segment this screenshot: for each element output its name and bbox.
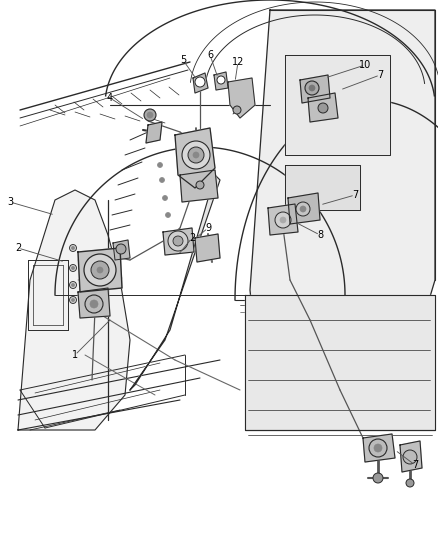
Polygon shape [245, 295, 435, 430]
Circle shape [144, 109, 156, 121]
Circle shape [217, 76, 225, 84]
Polygon shape [268, 204, 298, 235]
Polygon shape [228, 78, 255, 118]
Text: 7: 7 [377, 70, 383, 80]
Text: 7: 7 [412, 460, 418, 470]
Circle shape [84, 254, 116, 286]
Circle shape [406, 479, 414, 487]
Circle shape [159, 177, 165, 182]
Circle shape [280, 217, 286, 223]
Circle shape [305, 81, 319, 95]
Circle shape [162, 196, 167, 200]
Text: 8: 8 [317, 230, 323, 240]
Text: 10: 10 [359, 60, 371, 70]
Polygon shape [146, 122, 162, 143]
Text: 9: 9 [205, 223, 211, 233]
Circle shape [71, 266, 74, 270]
Polygon shape [285, 165, 360, 210]
Polygon shape [308, 93, 338, 122]
Circle shape [158, 163, 162, 167]
Circle shape [369, 439, 387, 457]
Polygon shape [300, 75, 330, 103]
Circle shape [91, 261, 109, 279]
Polygon shape [78, 288, 110, 318]
Polygon shape [214, 72, 228, 90]
Circle shape [166, 213, 170, 217]
Text: 12: 12 [232, 57, 244, 67]
Text: 5: 5 [180, 55, 186, 65]
Circle shape [70, 264, 77, 271]
Circle shape [195, 77, 205, 87]
Circle shape [147, 112, 153, 118]
Circle shape [70, 281, 77, 288]
Circle shape [71, 298, 74, 302]
Text: 2: 2 [15, 243, 21, 253]
Circle shape [196, 181, 204, 189]
Circle shape [97, 267, 103, 273]
Circle shape [233, 106, 241, 114]
Circle shape [403, 450, 417, 464]
Circle shape [275, 212, 291, 228]
Circle shape [374, 444, 382, 452]
Text: 2: 2 [189, 233, 195, 243]
Polygon shape [175, 128, 215, 188]
Polygon shape [195, 234, 220, 262]
Polygon shape [285, 55, 390, 155]
Circle shape [85, 295, 103, 313]
Polygon shape [180, 170, 218, 202]
Circle shape [173, 236, 183, 246]
Circle shape [116, 244, 126, 254]
Circle shape [296, 202, 310, 216]
Circle shape [71, 284, 74, 287]
Circle shape [300, 206, 306, 212]
Text: 1: 1 [72, 350, 78, 360]
Polygon shape [193, 73, 208, 93]
Text: 6: 6 [207, 50, 213, 60]
Polygon shape [288, 193, 320, 224]
Circle shape [70, 296, 77, 303]
Polygon shape [78, 248, 122, 292]
Circle shape [193, 152, 199, 158]
Circle shape [168, 231, 188, 251]
Polygon shape [363, 434, 395, 462]
Polygon shape [163, 228, 194, 255]
Circle shape [182, 141, 210, 169]
Text: 4: 4 [107, 93, 113, 103]
Circle shape [318, 103, 328, 113]
Polygon shape [18, 190, 130, 430]
Polygon shape [113, 240, 130, 260]
Circle shape [90, 300, 98, 308]
Circle shape [71, 246, 74, 249]
Polygon shape [400, 441, 422, 472]
Polygon shape [130, 175, 220, 390]
Text: 3: 3 [7, 197, 13, 207]
Circle shape [373, 473, 383, 483]
Circle shape [70, 245, 77, 252]
Text: 7: 7 [352, 190, 358, 200]
Circle shape [309, 85, 315, 91]
Polygon shape [250, 10, 435, 430]
Circle shape [188, 147, 204, 163]
